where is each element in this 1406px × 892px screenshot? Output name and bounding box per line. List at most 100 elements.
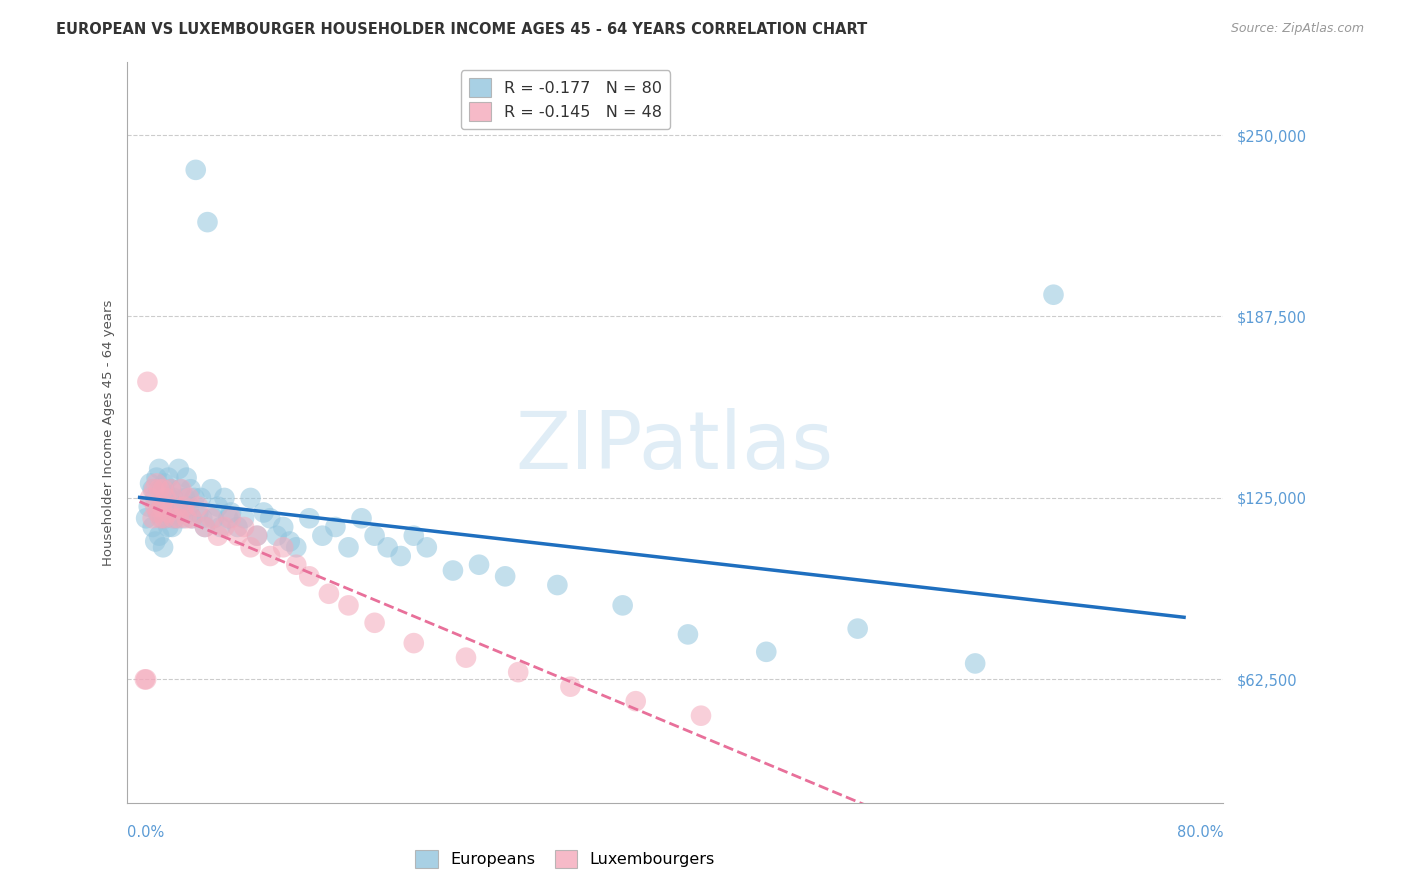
Point [143,500,166,514]
Point [145,470,167,484]
Point [624,694,647,708]
Point [271,520,294,534]
Point [172,511,194,525]
Point [179,491,201,505]
Text: 80.0%: 80.0% [1177,825,1223,840]
Point [233,520,256,534]
Point [152,493,174,508]
Point [441,564,464,578]
Point [285,541,308,555]
Point [278,534,301,549]
Text: ZIPatlas: ZIPatlas [516,409,834,486]
Point [173,500,195,514]
Text: Source: ZipAtlas.com: Source: ZipAtlas.com [1230,22,1364,36]
Point [162,491,184,505]
Point [259,549,281,563]
Point [145,476,167,491]
Point [363,615,385,630]
Point [135,511,157,525]
Point [190,491,212,505]
Point [169,482,191,496]
Point [207,529,229,543]
Point [200,482,222,496]
Point [157,520,180,534]
Point [148,529,170,543]
Point [219,511,242,525]
Point [183,491,205,505]
Point [143,491,166,505]
Point [219,506,242,520]
Point [377,541,399,555]
Point [150,511,173,525]
Point [207,500,229,514]
Point [546,578,568,592]
Point [337,599,360,613]
Point [226,529,249,543]
Point [153,476,176,491]
Point [180,511,202,525]
Point [176,470,198,484]
Point [136,375,159,389]
Point [146,506,169,520]
Point [187,500,209,514]
Point [149,511,172,525]
Point [160,482,183,496]
Point [165,500,187,514]
Point [157,506,180,520]
Point [155,500,177,514]
Point [179,500,201,514]
Point [508,665,530,680]
Point [1042,287,1064,301]
Point [298,511,321,525]
Point [157,470,180,484]
Point [152,541,174,555]
Point [184,162,207,177]
Point [150,500,173,514]
Point [298,569,321,583]
Point [139,491,162,505]
Point [142,520,165,534]
Point [200,511,222,525]
Point [170,482,193,496]
Point [402,529,425,543]
Point [194,520,217,534]
Point [271,541,294,555]
Point [143,482,166,496]
Point [402,636,425,650]
Point [468,558,491,572]
Point [416,541,439,555]
Point [214,491,236,505]
Point [135,673,157,687]
Point [138,500,160,514]
Point [325,520,347,534]
Point [233,511,256,525]
Point [152,482,174,496]
Point [246,529,269,543]
Point [162,520,183,534]
Point [153,511,176,525]
Point [160,482,183,496]
Y-axis label: Householder Income Ages 45 - 64 years: Householder Income Ages 45 - 64 years [103,300,115,566]
Point [363,529,385,543]
Legend: Europeans, Luxembourgers: Europeans, Luxembourgers [408,842,723,876]
Point [239,541,262,555]
Point [239,491,262,505]
Point [494,569,516,583]
Text: 0.0%: 0.0% [127,825,163,840]
Point [454,650,477,665]
Point [612,599,634,613]
Point [180,511,202,525]
Point [259,511,281,525]
Point [246,529,269,543]
Point [285,558,308,572]
Point [148,462,170,476]
Point [165,500,187,514]
Point [143,534,166,549]
Point [690,708,713,723]
Point [389,549,412,563]
Point [148,482,170,496]
Point [191,511,214,525]
Point [965,657,987,671]
Point [163,511,186,525]
Point [337,541,360,555]
